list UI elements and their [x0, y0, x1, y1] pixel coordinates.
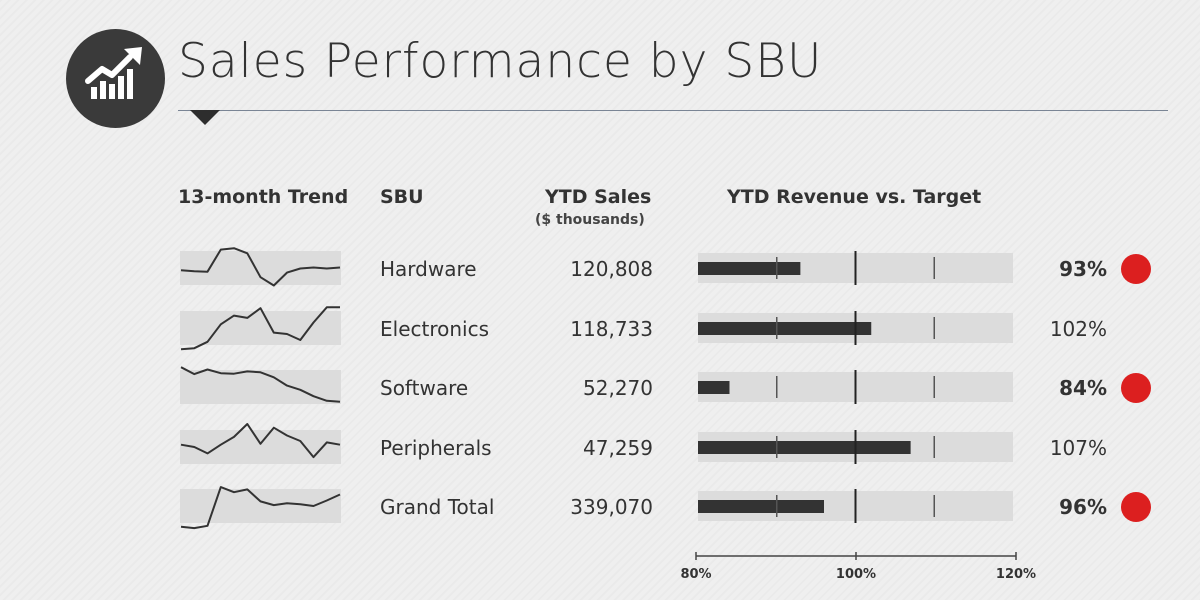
- bullet-chart: [698, 370, 935, 404]
- sparkline: [180, 305, 340, 350]
- alert-indicator: [1121, 492, 1151, 522]
- table-row: Software 52,270 84%: [0, 366, 1200, 404]
- table-row: Peripherals 47,259 107%: [0, 422, 1200, 464]
- logo-badge: [66, 29, 165, 128]
- alert-indicator: [1121, 254, 1151, 284]
- ytd-sales-value: 339,070: [570, 495, 653, 519]
- sbu-label: Peripherals: [380, 435, 492, 460]
- revenue-percent: 96%: [1059, 495, 1107, 519]
- column-header-sales: YTD Sales: [545, 186, 652, 208]
- bullet-axis: [695, 552, 1017, 560]
- ytd-sales-value: 120,808: [570, 257, 653, 281]
- column-header-bullet: YTD Revenue vs. Target: [727, 186, 982, 208]
- revenue-bar: [698, 321, 872, 335]
- column-header-trend: 13-month Trend: [178, 186, 349, 208]
- revenue-percent: 93%: [1059, 257, 1107, 281]
- axis-tick-label: 120%: [995, 567, 1037, 582]
- column-header-sbu: SBU: [380, 186, 424, 208]
- sbu-label: Electronics: [380, 316, 490, 341]
- column-header-sales-unit: ($ thousands): [535, 212, 645, 228]
- sparkline-band: [180, 370, 341, 404]
- sparkline-path: [180, 422, 341, 458]
- sparkline-path: [180, 305, 340, 350]
- sbu-label: Hardware: [380, 257, 477, 281]
- sparkline-band: [180, 310, 341, 345]
- alert-indicator: [1121, 373, 1151, 403]
- ytd-sales-value: 118,733: [570, 316, 653, 341]
- bullet-chart: [698, 429, 935, 464]
- axis-tick-label: 80%: [680, 567, 712, 582]
- revenue-bar: [698, 381, 730, 394]
- revenue-bar: [698, 262, 801, 275]
- revenue-percent: 107%: [1049, 435, 1107, 460]
- title-underline: [178, 110, 1168, 111]
- sparkline: [180, 422, 341, 458]
- table-row: Electronics 118,733 102%: [0, 305, 1200, 350]
- revenue-bar: [698, 440, 911, 454]
- table-row: Grand Total 339,070 96%: [0, 486, 1200, 530]
- title-pointer-icon: [190, 110, 220, 125]
- sparkline: [180, 247, 341, 287]
- revenue-bar: [698, 500, 824, 513]
- ytd-sales-value: 52,270: [583, 376, 653, 400]
- bullet-chart: [698, 489, 935, 523]
- ytd-sales-value: 47,259: [583, 435, 653, 460]
- revenue-percent: 84%: [1059, 376, 1107, 400]
- axis-tick-label: 100%: [835, 567, 877, 582]
- table-row: Hardware 120,808 93%: [0, 247, 1200, 287]
- sparkline-path: [180, 366, 341, 403]
- sbu-label: Software: [380, 376, 469, 400]
- sparkline: [180, 486, 341, 530]
- bullet-chart: [698, 310, 935, 345]
- page-title: Sales Performance by SBU: [178, 34, 823, 89]
- sparkline-path: [180, 486, 341, 530]
- sparkline-band: [180, 429, 341, 464]
- rising-bar-chart-icon: [85, 47, 142, 99]
- sparkline: [180, 366, 341, 403]
- sparkline-path: [180, 247, 341, 287]
- sbu-label: Grand Total: [380, 495, 495, 519]
- bullet-chart: [698, 251, 935, 285]
- revenue-percent: 102%: [1049, 316, 1107, 341]
